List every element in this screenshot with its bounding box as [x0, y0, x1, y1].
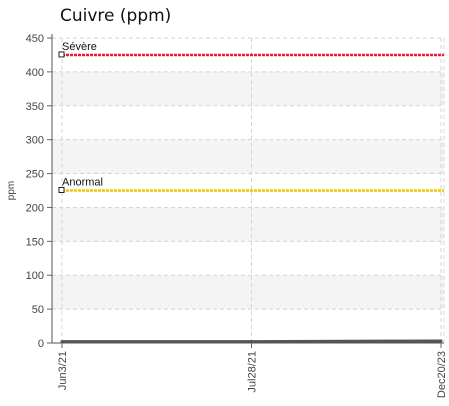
- plot-band: [52, 275, 444, 310]
- y-tick-label: 200: [26, 202, 44, 214]
- threshold-label: Sévère: [62, 41, 97, 53]
- x-tick-label: Jun3/21: [57, 351, 69, 390]
- threshold-label: Anormal: [62, 177, 103, 189]
- y-tick-label: 350: [26, 101, 44, 113]
- threshold-marker: [58, 187, 65, 193]
- y-tick-label: 50: [32, 304, 44, 316]
- x-tick-label: Jul28/21: [247, 351, 259, 393]
- y-tick-label: 300: [26, 135, 44, 147]
- plot-band: [52, 139, 444, 174]
- series-point: [439, 339, 443, 343]
- y-tick-label: 150: [26, 236, 44, 248]
- y-tick-label: 100: [26, 270, 44, 282]
- x-tick-label: Dec20/23: [436, 351, 448, 398]
- y-tick-label: 400: [26, 67, 44, 79]
- series-point: [250, 340, 253, 344]
- series-point: [60, 340, 64, 344]
- y-tick-label: 450: [26, 33, 44, 45]
- threshold-marker: [58, 51, 65, 58]
- plot-band: [52, 207, 444, 242]
- y-tick-label: 250: [26, 169, 44, 181]
- chart-title: Cuivre (ppm): [60, 6, 172, 26]
- plot-band: [52, 71, 444, 106]
- y-axis-label: ppm: [6, 181, 17, 200]
- y-tick-label: 0: [38, 338, 44, 350]
